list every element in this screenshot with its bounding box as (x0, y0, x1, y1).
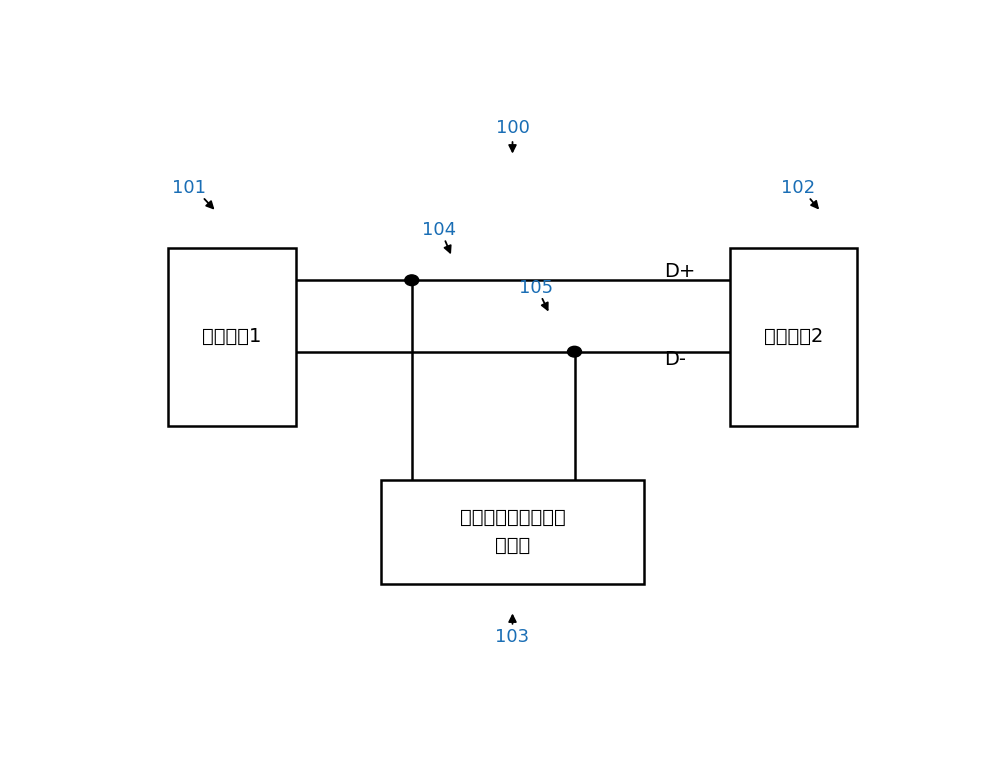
Text: 数据端口2: 数据端口2 (764, 327, 823, 346)
Text: 高速信号传输衰减补
偿电路: 高速信号传输衰减补 偿电路 (460, 508, 565, 555)
Text: 101: 101 (172, 179, 206, 197)
Text: D+: D+ (664, 262, 695, 281)
Text: 103: 103 (495, 628, 530, 646)
Text: 100: 100 (496, 120, 529, 138)
Circle shape (405, 275, 419, 285)
Bar (168, 247, 296, 426)
Bar (381, 479, 644, 584)
Text: 105: 105 (519, 279, 553, 297)
Circle shape (568, 346, 581, 357)
Text: D-: D- (664, 350, 686, 369)
Text: 数据端口1: 数据端口1 (202, 327, 261, 346)
Text: 104: 104 (422, 220, 456, 239)
Text: 102: 102 (781, 179, 815, 197)
Bar (730, 247, 857, 426)
